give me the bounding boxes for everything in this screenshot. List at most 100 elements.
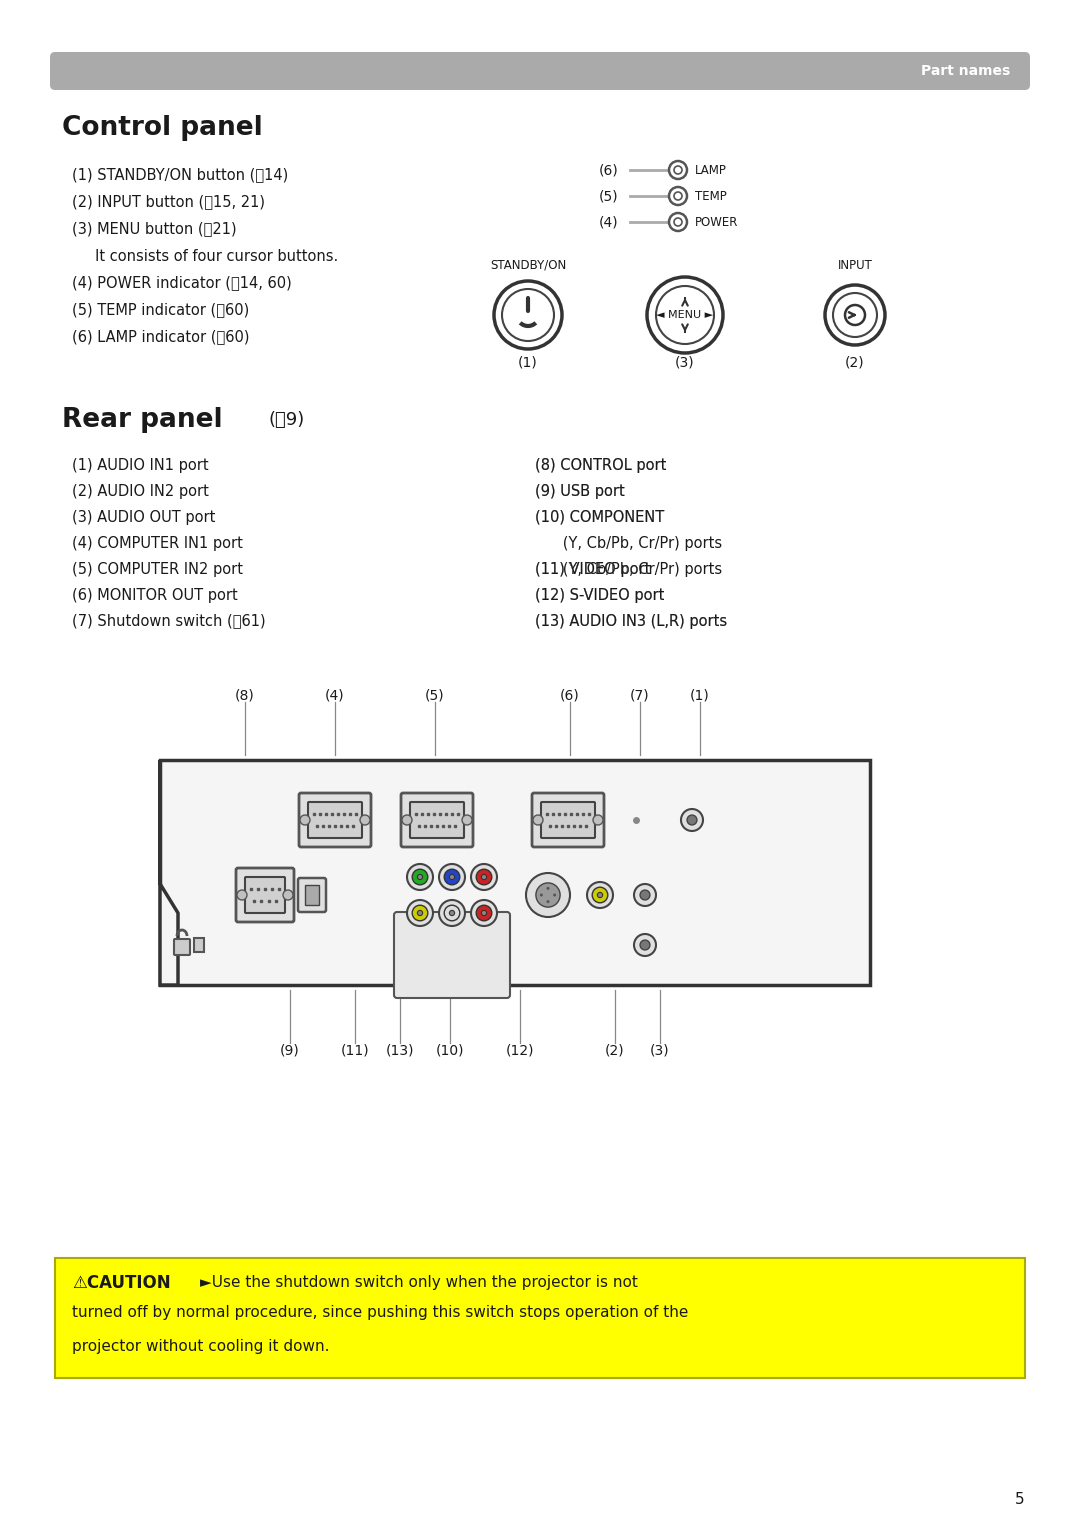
FancyBboxPatch shape bbox=[237, 869, 294, 922]
Text: POWER: POWER bbox=[696, 216, 739, 228]
FancyBboxPatch shape bbox=[299, 794, 372, 847]
Polygon shape bbox=[160, 760, 178, 985]
FancyBboxPatch shape bbox=[410, 801, 464, 838]
Text: (9) USB port: (9) USB port bbox=[535, 484, 624, 498]
Circle shape bbox=[588, 882, 613, 908]
Circle shape bbox=[300, 815, 310, 826]
Text: (1) AUDIO IN1 port: (1) AUDIO IN1 port bbox=[72, 458, 208, 472]
FancyBboxPatch shape bbox=[532, 794, 604, 847]
Text: (5) TEMP indicator (60): (5) TEMP indicator (60) bbox=[72, 302, 249, 317]
Circle shape bbox=[402, 815, 411, 826]
Circle shape bbox=[471, 899, 497, 925]
Circle shape bbox=[417, 910, 422, 916]
Circle shape bbox=[449, 875, 455, 879]
FancyBboxPatch shape bbox=[55, 1258, 1025, 1377]
Circle shape bbox=[640, 890, 650, 899]
Text: (2): (2) bbox=[605, 1043, 625, 1057]
Text: (7): (7) bbox=[631, 688, 650, 702]
Text: (Y, Cb/Pb, Cr/Pr) ports: (Y, Cb/Pb, Cr/Pr) ports bbox=[535, 562, 723, 576]
Text: (11) VIDEO port: (11) VIDEO port bbox=[535, 562, 650, 576]
Bar bbox=[305, 885, 319, 905]
Text: TEMP: TEMP bbox=[696, 190, 727, 202]
FancyBboxPatch shape bbox=[160, 760, 870, 985]
Text: (2) INPUT button (15, 21): (2) INPUT button (15, 21) bbox=[72, 195, 265, 210]
Circle shape bbox=[462, 815, 472, 826]
Circle shape bbox=[449, 910, 455, 916]
FancyBboxPatch shape bbox=[394, 912, 510, 997]
Text: (3) MENU button (21): (3) MENU button (21) bbox=[72, 222, 237, 236]
Text: (10) COMPONENT: (10) COMPONENT bbox=[535, 510, 664, 524]
Text: (5): (5) bbox=[598, 188, 618, 204]
Text: (13) AUDIO IN3 (L,R) ports: (13) AUDIO IN3 (L,R) ports bbox=[535, 613, 727, 628]
Circle shape bbox=[283, 890, 293, 899]
Text: (13) AUDIO IN3 (L,R) ports: (13) AUDIO IN3 (L,R) ports bbox=[535, 613, 727, 628]
Circle shape bbox=[444, 869, 460, 885]
Circle shape bbox=[237, 890, 247, 899]
Text: (6) LAMP indicator (60): (6) LAMP indicator (60) bbox=[72, 329, 249, 345]
Text: (10) COMPONENT: (10) COMPONENT bbox=[535, 510, 664, 524]
Text: Rear panel: Rear panel bbox=[62, 408, 222, 434]
Circle shape bbox=[482, 910, 487, 916]
FancyBboxPatch shape bbox=[541, 801, 595, 838]
Text: (13) AUDIO IN3 (L,R) ports: (13) AUDIO IN3 (L,R) ports bbox=[535, 613, 727, 628]
Circle shape bbox=[413, 869, 428, 885]
Text: (8): (8) bbox=[235, 688, 255, 702]
Circle shape bbox=[534, 815, 543, 826]
FancyBboxPatch shape bbox=[308, 801, 362, 838]
Text: (9): (9) bbox=[268, 411, 305, 429]
Text: (7) Shutdown switch (61): (7) Shutdown switch (61) bbox=[72, 613, 266, 628]
Text: (8) CONTROL port: (8) CONTROL port bbox=[535, 458, 666, 472]
Circle shape bbox=[546, 887, 550, 890]
Bar bbox=[194, 938, 204, 951]
Circle shape bbox=[407, 899, 433, 925]
Text: (13): (13) bbox=[386, 1043, 415, 1057]
Circle shape bbox=[438, 899, 465, 925]
Text: (6): (6) bbox=[598, 162, 618, 178]
Text: (3): (3) bbox=[650, 1043, 670, 1057]
FancyBboxPatch shape bbox=[174, 939, 190, 954]
Circle shape bbox=[681, 809, 703, 830]
Text: ◄ MENU ►: ◄ MENU ► bbox=[657, 309, 714, 320]
Text: INPUT: INPUT bbox=[838, 259, 873, 271]
Text: (6) MONITOR OUT port: (6) MONITOR OUT port bbox=[72, 587, 238, 602]
Text: ►Use the shutdown switch only when the projector is not: ►Use the shutdown switch only when the p… bbox=[200, 1276, 638, 1290]
FancyBboxPatch shape bbox=[401, 794, 473, 847]
Text: (10) COMPONENT: (10) COMPONENT bbox=[535, 510, 664, 524]
Circle shape bbox=[540, 893, 543, 896]
FancyBboxPatch shape bbox=[298, 878, 326, 912]
Text: (9) USB port: (9) USB port bbox=[535, 484, 624, 498]
Text: projector without cooling it down.: projector without cooling it down. bbox=[72, 1339, 329, 1353]
Circle shape bbox=[471, 864, 497, 890]
Text: Part names: Part names bbox=[921, 64, 1010, 78]
FancyBboxPatch shape bbox=[245, 876, 285, 913]
Circle shape bbox=[360, 815, 370, 826]
Text: (4): (4) bbox=[598, 214, 618, 228]
Text: It consists of four cursor buttons.: It consists of four cursor buttons. bbox=[72, 248, 338, 264]
Text: (11) VIDEO port: (11) VIDEO port bbox=[535, 562, 650, 576]
Circle shape bbox=[593, 815, 603, 826]
Text: (11): (11) bbox=[340, 1043, 369, 1057]
Circle shape bbox=[597, 893, 603, 898]
Text: (6): (6) bbox=[561, 688, 580, 702]
Text: (12): (12) bbox=[505, 1043, 535, 1057]
Text: 5: 5 bbox=[1015, 1492, 1025, 1507]
Text: (3) AUDIO OUT port: (3) AUDIO OUT port bbox=[72, 510, 215, 524]
Text: (9): (9) bbox=[280, 1043, 300, 1057]
Text: (Y, Cb/Pb, Cr/Pr) ports: (Y, Cb/Pb, Cr/Pr) ports bbox=[535, 536, 723, 550]
Text: turned off by normal procedure, since pushing this switch stops operation of the: turned off by normal procedure, since pu… bbox=[72, 1305, 688, 1321]
Circle shape bbox=[482, 875, 487, 879]
Circle shape bbox=[640, 941, 650, 950]
Circle shape bbox=[592, 887, 608, 902]
Circle shape bbox=[407, 864, 433, 890]
Circle shape bbox=[438, 864, 465, 890]
Text: (8) CONTROL port: (8) CONTROL port bbox=[535, 458, 666, 472]
Text: (12) S-VIDEO port: (12) S-VIDEO port bbox=[535, 587, 664, 602]
Text: (2): (2) bbox=[846, 355, 865, 369]
Text: (4): (4) bbox=[325, 688, 345, 702]
Text: (9) USB port: (9) USB port bbox=[535, 484, 624, 498]
Text: (1): (1) bbox=[690, 688, 710, 702]
Text: (11) VIDEO port: (11) VIDEO port bbox=[535, 562, 650, 576]
Text: (12) S-VIDEO port: (12) S-VIDEO port bbox=[535, 587, 664, 602]
Circle shape bbox=[546, 901, 550, 902]
Text: (12) S-VIDEO port: (12) S-VIDEO port bbox=[535, 587, 664, 602]
